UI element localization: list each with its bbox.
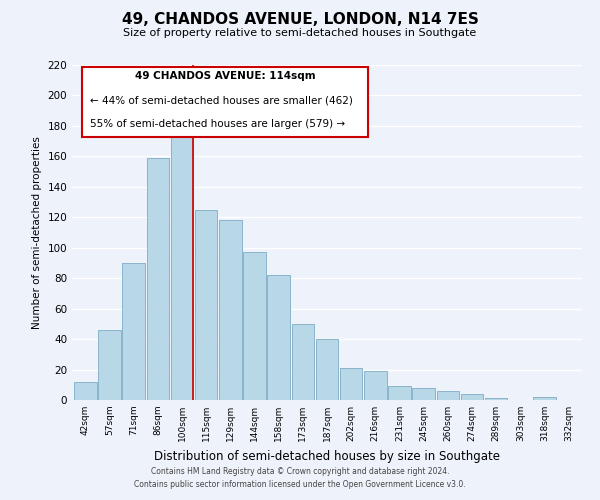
Text: Contains public sector information licensed under the Open Government Licence v3: Contains public sector information licen…: [134, 480, 466, 489]
Bar: [412, 388, 435, 400]
FancyBboxPatch shape: [82, 66, 368, 137]
X-axis label: Distribution of semi-detached houses by size in Southgate: Distribution of semi-detached houses by …: [154, 450, 500, 462]
Bar: [195, 210, 217, 400]
Bar: [485, 398, 508, 400]
Bar: [146, 158, 169, 400]
Text: Size of property relative to semi-detached houses in Southgate: Size of property relative to semi-detach…: [124, 28, 476, 38]
Bar: [171, 129, 193, 400]
Bar: [243, 252, 266, 400]
Text: ← 44% of semi-detached houses are smaller (462): ← 44% of semi-detached houses are smalle…: [90, 96, 353, 106]
Bar: [316, 339, 338, 400]
Text: 49, CHANDOS AVENUE, LONDON, N14 7ES: 49, CHANDOS AVENUE, LONDON, N14 7ES: [122, 12, 478, 28]
Bar: [533, 397, 556, 400]
Bar: [437, 391, 459, 400]
Bar: [292, 324, 314, 400]
Text: 49 CHANDOS AVENUE: 114sqm: 49 CHANDOS AVENUE: 114sqm: [134, 71, 316, 81]
Bar: [364, 371, 386, 400]
Y-axis label: Number of semi-detached properties: Number of semi-detached properties: [32, 136, 42, 329]
Bar: [98, 330, 121, 400]
Bar: [219, 220, 242, 400]
Bar: [74, 382, 97, 400]
Bar: [340, 368, 362, 400]
Bar: [268, 275, 290, 400]
Bar: [122, 263, 145, 400]
Bar: [461, 394, 483, 400]
Bar: [388, 386, 411, 400]
Text: 55% of semi-detached houses are larger (579) →: 55% of semi-detached houses are larger (…: [90, 120, 345, 130]
Text: Contains HM Land Registry data © Crown copyright and database right 2024.: Contains HM Land Registry data © Crown c…: [151, 467, 449, 476]
